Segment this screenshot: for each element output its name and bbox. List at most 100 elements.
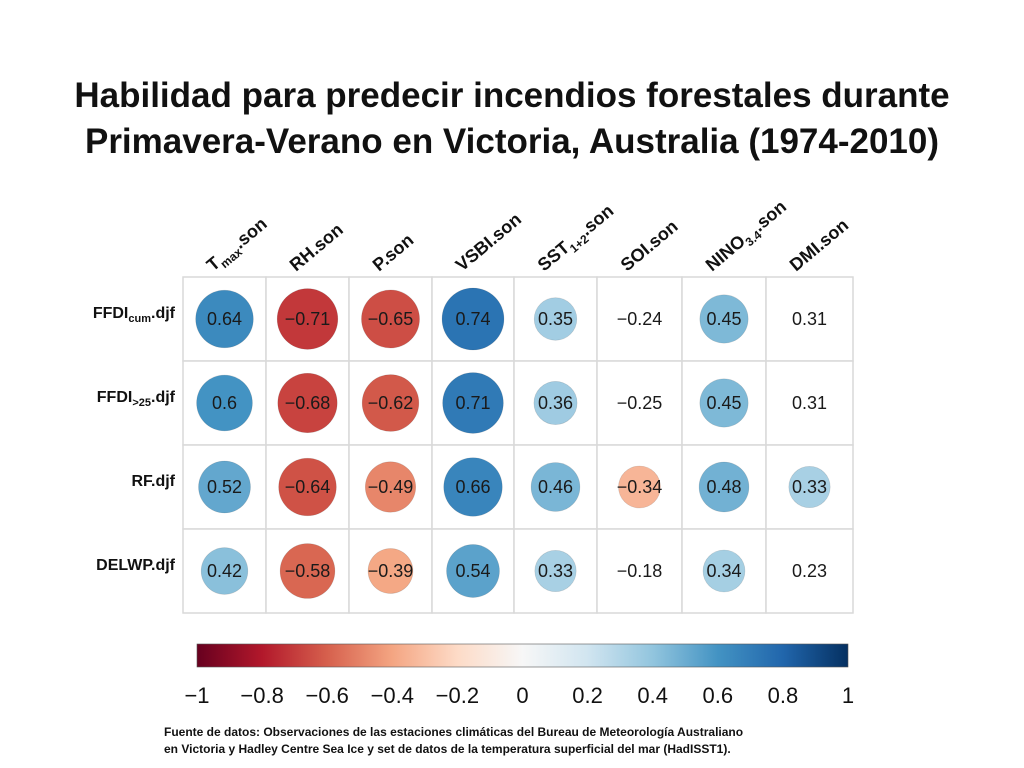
chart-title-line-1: Habilidad para predecir incendios forest… (74, 76, 950, 115)
correlation-circle (699, 294, 749, 344)
correlation-cell: −0.24 (617, 309, 663, 329)
correlation-circle (446, 544, 500, 598)
correlation-cell: 0.31 (792, 393, 827, 413)
correlation-value: 0.54 (455, 561, 490, 581)
colorbar-tick-label: −0.6 (305, 683, 348, 708)
correlation-value: −0.58 (285, 561, 331, 581)
correlation-cell: −0.18 (617, 561, 663, 581)
colorbar-tick-label: 0.6 (703, 683, 734, 708)
correlation-circle (788, 466, 831, 508)
matrix-cell (596, 360, 683, 446)
column-label: SOI.son (617, 216, 682, 275)
matrix-cell (765, 276, 854, 362)
correlation-circle (364, 461, 416, 513)
column-label: SST1+2.son (534, 200, 620, 278)
correlation-cell: 0.64 (195, 289, 254, 349)
correlation-circle (198, 460, 251, 514)
matrix-cell (765, 360, 854, 446)
correlation-cell: 0.71 (442, 372, 504, 434)
correlation-value: 0.66 (455, 477, 490, 497)
correlation-value: −0.18 (617, 561, 663, 581)
correlation-value: 0.52 (207, 477, 242, 497)
colorbar-tick-label: 0.8 (768, 683, 799, 708)
correlation-circle (361, 289, 420, 349)
correlation-cell: 0.6 (196, 374, 253, 432)
matrix-cell (596, 276, 683, 362)
correlation-value: −0.24 (617, 309, 663, 329)
correlation-circle (699, 378, 749, 428)
correlation-cell: −0.49 (364, 461, 416, 513)
correlation-value: 0.46 (538, 477, 573, 497)
correlation-circle (367, 548, 414, 594)
correlation-cell: −0.39 (367, 548, 414, 594)
correlation-value: −0.34 (617, 477, 663, 497)
correlation-cell: 0.34 (702, 549, 746, 593)
correlation-cell: 0.33 (788, 466, 831, 508)
correlation-value: −0.68 (285, 393, 331, 413)
correlation-cell: 0.31 (792, 309, 827, 329)
correlation-circle (618, 465, 661, 509)
correlation-value: 0.74 (455, 309, 490, 329)
correlation-value: 0.6 (212, 393, 237, 413)
correlation-value: 0.48 (706, 477, 741, 497)
correlation-circle (196, 374, 253, 432)
correlation-cell: −0.68 (277, 373, 338, 433)
correlation-cell: −0.25 (617, 393, 663, 413)
correlation-circle (702, 549, 746, 593)
correlation-cell: −0.34 (617, 465, 663, 509)
correlation-value: 0.31 (792, 309, 827, 329)
correlation-circle (276, 288, 339, 350)
column-label: DMI.son (786, 215, 852, 275)
correlation-cell: −0.58 (279, 543, 336, 599)
matrix-cell (513, 528, 598, 614)
correlation-value: 0.45 (706, 393, 741, 413)
colorbar-tick-label: −1 (184, 683, 209, 708)
correlation-value: 0.23 (792, 561, 827, 581)
correlation-cell: 0.54 (446, 544, 500, 598)
chart-title: Habilidad para predecir incendios forest… (0, 73, 1024, 165)
correlation-value: −0.49 (368, 477, 414, 497)
correlation-circle (442, 372, 504, 434)
correlation-value: 0.64 (207, 309, 242, 329)
correlation-cell: −0.65 (361, 289, 420, 349)
correlation-cell: −0.62 (361, 374, 420, 432)
correlation-cell: 0.66 (443, 457, 503, 517)
correlation-circle (278, 457, 337, 517)
colorbar (196, 643, 849, 668)
correlation-circle (279, 543, 336, 599)
correlation-cell: −0.64 (278, 457, 337, 517)
colorbar-tick-label: 0.2 (572, 683, 603, 708)
correlation-circle (200, 547, 249, 595)
matrix-cell (596, 528, 683, 614)
correlation-circle (361, 374, 420, 432)
correlation-value: −0.65 (368, 309, 414, 329)
colorbar-tick-label: −0.4 (371, 683, 414, 708)
correlation-value: 0.33 (538, 561, 573, 581)
correlation-circle (533, 381, 578, 425)
correlation-cell: 0.52 (198, 460, 251, 514)
correlation-cell: 0.46 (530, 462, 581, 512)
correlation-cell: 0.35 (533, 297, 578, 341)
column-label: P.son (369, 230, 418, 275)
correlation-cell: 0.48 (698, 461, 750, 513)
correlation-cell: 0.74 (441, 287, 505, 351)
correlation-circle (534, 550, 577, 592)
correlation-value: 0.71 (455, 393, 490, 413)
colorbar-tick-label: −0.2 (436, 683, 479, 708)
correlation-cell: 0.45 (699, 378, 749, 428)
correlation-circle (443, 457, 503, 517)
matrix-cell (765, 528, 854, 614)
correlation-value: 0.34 (706, 561, 741, 581)
row-label: DELWP.djf (96, 557, 175, 574)
correlation-cell: −0.71 (276, 288, 339, 350)
correlation-value: −0.64 (285, 477, 331, 497)
row-label: FFDI>25.djf (97, 389, 176, 409)
correlation-circle (441, 287, 505, 351)
row-label: RF.djf (131, 473, 175, 490)
correlation-cell: 0.42 (200, 547, 249, 595)
correlation-value: 0.42 (207, 561, 242, 581)
column-label: VSBI.son (452, 209, 525, 275)
colorbar-tick-label: 0 (516, 683, 528, 708)
column-label: Tmax.son (203, 213, 274, 278)
correlation-circle (533, 297, 578, 341)
